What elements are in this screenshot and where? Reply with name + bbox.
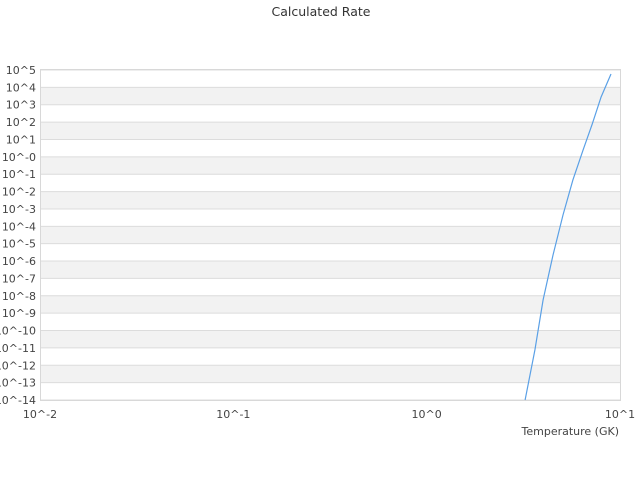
plot-band — [40, 70, 620, 88]
series-line — [524, 73, 612, 401]
y-tick-label: 10^-12 — [0, 359, 36, 372]
plot-band — [40, 330, 620, 348]
plot-band — [40, 261, 620, 279]
y-tick-label: 10^-7 — [2, 272, 36, 285]
x-tick-label: 10^1 — [605, 408, 635, 421]
plot-band — [40, 278, 620, 296]
plot-band — [40, 174, 620, 192]
x-axis-ticks: 10^-2 10^-1 10^0 10^1 — [23, 408, 635, 421]
y-tick-label: 10^-1 — [2, 168, 36, 181]
plot-band — [40, 382, 620, 400]
y-axis-ticks: 10^5 10^4 10^3 10^2 10^1 10^-0 10^-1 10^-2 10^-3… — [0, 64, 36, 407]
y-tick-label: 10^1 — [6, 133, 36, 146]
y-tick-label: 10^2 — [6, 116, 36, 129]
y-tick-label: 10^-9 — [2, 307, 36, 320]
x-tick-label: 10^-1 — [216, 408, 250, 421]
plot-band — [40, 243, 620, 262]
y-tick-label: 10^-2 — [2, 186, 36, 199]
y-tick-label: 10^3 — [6, 99, 36, 112]
y-tick-label: 10^-14 — [0, 394, 36, 407]
plot-band — [40, 156, 620, 175]
y-tick-label: 10^-5 — [2, 238, 36, 251]
y-tick-label: 10^-0 — [2, 151, 36, 164]
plot-frame — [40, 69, 621, 401]
plot-band — [40, 87, 620, 105]
chart-title: Calculated Rate — [272, 4, 371, 19]
plot-band — [40, 104, 620, 123]
plot-band — [40, 191, 620, 209]
plot-band — [40, 226, 620, 244]
x-tick-label: 10^-2 — [23, 408, 57, 421]
plot-band — [40, 295, 620, 314]
y-tick-label: 10^5 — [6, 64, 36, 77]
plot-band — [40, 122, 620, 140]
y-tick-label: 10^-3 — [2, 203, 36, 216]
x-tick-label: 10^0 — [412, 408, 442, 421]
y-tick-label: 10^-11 — [0, 342, 36, 355]
grid-lines — [40, 69, 620, 401]
y-tick-label: 10^-6 — [2, 255, 36, 268]
x-axis-label: Temperature (GK) — [521, 425, 620, 438]
y-tick-label: 10^-8 — [2, 290, 36, 303]
plot-band — [40, 313, 620, 331]
plot-bands — [40, 70, 620, 400]
plot-band — [40, 347, 620, 366]
series-group — [524, 73, 612, 401]
y-tick-label: 10^4 — [6, 81, 36, 94]
y-tick-label: 10^-13 — [0, 377, 36, 390]
plot-band — [40, 208, 620, 227]
plot-band — [40, 365, 620, 383]
y-tick-label: 10^-4 — [2, 220, 36, 233]
y-tick-label: 10^-10 — [0, 325, 36, 338]
plot-band — [40, 139, 620, 157]
